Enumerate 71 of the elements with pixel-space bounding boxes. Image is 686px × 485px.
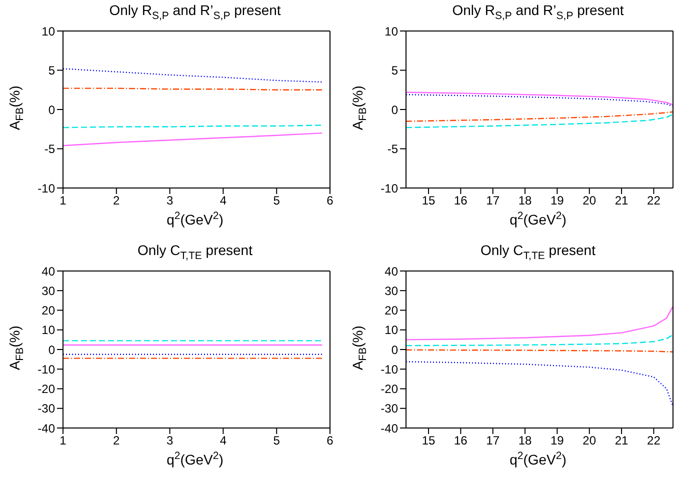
x-tick-label: 2 [113, 194, 120, 208]
x-tick-label: 4 [220, 434, 227, 448]
x-tick-label: 15 [422, 194, 436, 208]
x-axis-title: q$^{2}$(GeV$^{2}$) [508, 210, 568, 228]
x-tick-label: 16 [454, 434, 468, 448]
y-tick-label: -10 [380, 362, 398, 376]
y-tick-label: 20 [384, 304, 398, 318]
x-tick-label: 1 [60, 434, 67, 448]
line-series [63, 132, 323, 146]
x-tick-label: 21 [614, 434, 629, 448]
y-tick-label: -30 [380, 402, 398, 416]
x-tick-label: 22 [647, 194, 661, 208]
x-tick-label: 2 [113, 434, 120, 448]
x-tick-label: 18 [518, 434, 532, 448]
chart-title: Only R$_{S,P}$ and R’$_{S,P}$ present [108, 2, 282, 22]
x-tick-label: 4 [220, 194, 227, 208]
x-tick-label: 15 [422, 434, 436, 448]
x-tick-label: 16 [454, 194, 468, 208]
y-tick-label: -5 [387, 142, 398, 156]
y-tick-label: 0 [48, 342, 56, 357]
line-series [406, 114, 673, 128]
y-tick-label: -5 [44, 142, 56, 156]
x-tick-label: 5 [273, 434, 280, 448]
y-tick-label: 5 [48, 64, 56, 78]
x-tick-label: 21 [614, 194, 629, 208]
y-tick-label: 10 [384, 323, 398, 338]
y-tick-label: -20 [38, 382, 56, 396]
y-tick-label: 0 [391, 102, 398, 117]
x-tick-label: 3 [166, 194, 174, 208]
x-tick-label: 17 [486, 194, 500, 208]
y-tick-label: 30 [384, 284, 398, 298]
x-tick-label: 19 [550, 194, 564, 208]
x-tick-label: 5 [273, 194, 280, 208]
y-tick-label: 40 [384, 264, 398, 278]
chart-title: Only R$_{S,P}$ and R’$_{S,P}$ present [451, 2, 625, 22]
y-tick-label: 20 [42, 304, 56, 318]
x-tick-label: 18 [518, 194, 532, 208]
line-series [406, 306, 673, 340]
y-tick-label: 10 [42, 323, 56, 338]
x-tick-label: 19 [550, 434, 564, 448]
line-series [63, 68, 323, 83]
x-tick-label: 22 [647, 434, 661, 448]
y-tick-label: 10 [42, 24, 56, 38]
x-axis-title: q$^{2}$(GeV$^{2}$) [508, 450, 568, 468]
y-tick-label: 5 [391, 64, 398, 78]
x-tick-label: 20 [582, 194, 596, 208]
y-tick-label: 30 [42, 284, 56, 298]
y-tick-label: -40 [38, 421, 56, 436]
y-tick-label: -10 [38, 181, 56, 196]
x-tick-label: 17 [486, 434, 500, 448]
line-series [406, 334, 673, 346]
x-tick-label: 6 [326, 434, 334, 448]
line-series [406, 361, 673, 408]
x-tick-label: 6 [326, 194, 334, 208]
x-tick-label: 1 [60, 194, 67, 208]
x-axis-title: q$^{2}$(GeV$^{2}$) [166, 210, 224, 228]
y-tick-label: 0 [48, 102, 56, 117]
x-tick-label: 3 [166, 434, 174, 448]
line-series [406, 111, 673, 122]
chart-title: Only C$_{T,TE}$ present [480, 242, 596, 262]
y-tick-label: -30 [38, 402, 56, 416]
y-tick-label: -40 [380, 421, 398, 436]
y-tick-label: 40 [42, 264, 56, 278]
x-tick-label: 20 [582, 434, 596, 448]
y-tick-label: 10 [384, 24, 398, 38]
x-axis-title: q$^{2}$(GeV$^{2}$) [166, 450, 224, 468]
chart-title: Only C$_{T,TE}$ present [136, 242, 254, 262]
y-tick-label: -10 [38, 362, 56, 376]
y-tick-label: -20 [380, 382, 398, 396]
y-tick-label: -10 [380, 181, 398, 196]
y-tick-label: 0 [391, 342, 398, 357]
